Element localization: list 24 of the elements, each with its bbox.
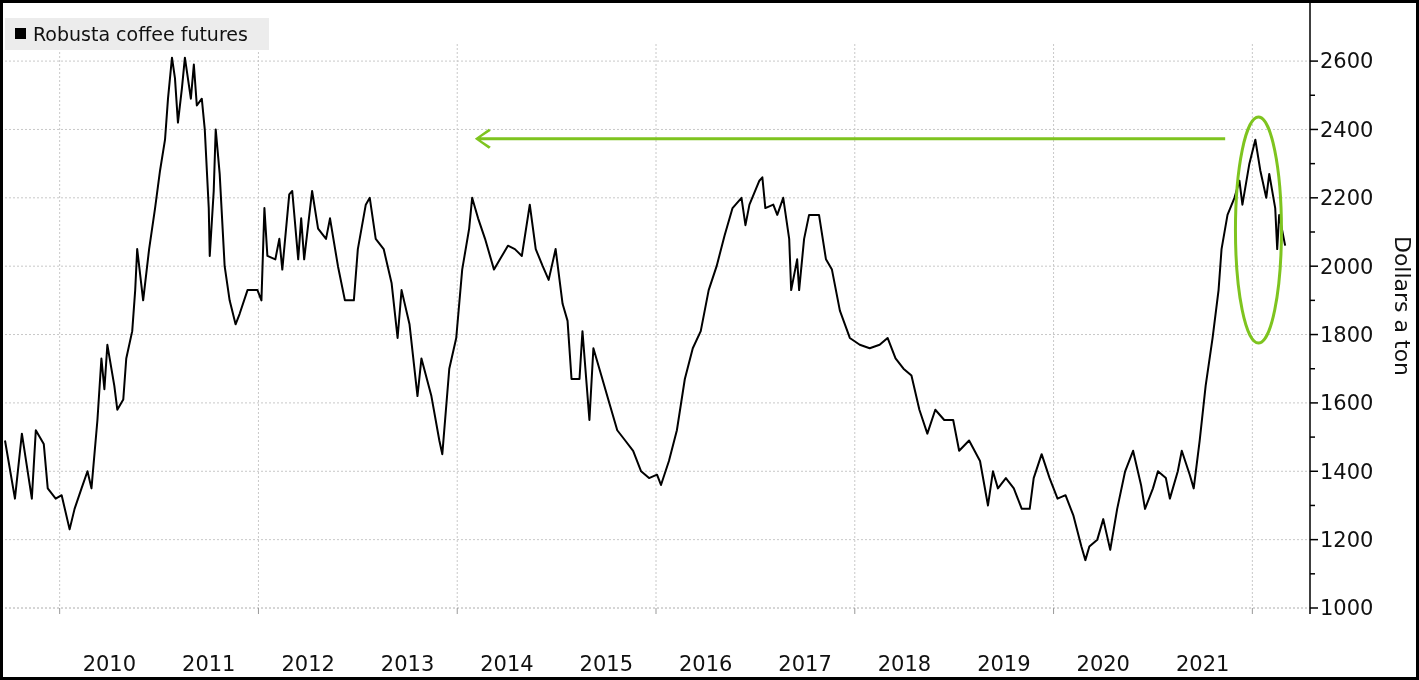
x-tick-label: 2016 bbox=[678, 652, 733, 676]
y-tick-label: 2000 bbox=[1320, 254, 1374, 279]
x-tick-label: 2013 bbox=[380, 652, 435, 676]
y-tick-label: 2200 bbox=[1320, 186, 1374, 211]
y-tick-label: 1600 bbox=[1320, 391, 1374, 416]
y-tick-label: 2400 bbox=[1320, 117, 1374, 142]
x-tick-label: 2018 bbox=[877, 652, 932, 676]
y-tick-label: 1800 bbox=[1320, 322, 1374, 347]
x-tick-label: 2012 bbox=[281, 652, 335, 676]
legend-label: Robusta coffee futures bbox=[33, 22, 248, 45]
x-tick-label: 2010 bbox=[82, 652, 137, 676]
line-series bbox=[4, 56, 1287, 562]
x-tick-label: 2014 bbox=[480, 652, 534, 676]
y-axis-title: Dollars a ton bbox=[1390, 235, 1415, 377]
x-tick-label: 2011 bbox=[182, 652, 236, 676]
x-tick-label: 2015 bbox=[579, 652, 634, 676]
y-tick-label: 2600 bbox=[1320, 49, 1374, 74]
x-tick-label: 2020 bbox=[1076, 652, 1130, 676]
y-tick-label: 1400 bbox=[1320, 459, 1374, 484]
x-tick-label: 2019 bbox=[977, 652, 1031, 676]
y-tick-label: 1000 bbox=[1320, 596, 1374, 621]
x-tick-label: 2021 bbox=[1175, 652, 1230, 676]
x-tick-label: 2017 bbox=[778, 652, 832, 676]
y-tick-label: 1200 bbox=[1320, 527, 1374, 552]
